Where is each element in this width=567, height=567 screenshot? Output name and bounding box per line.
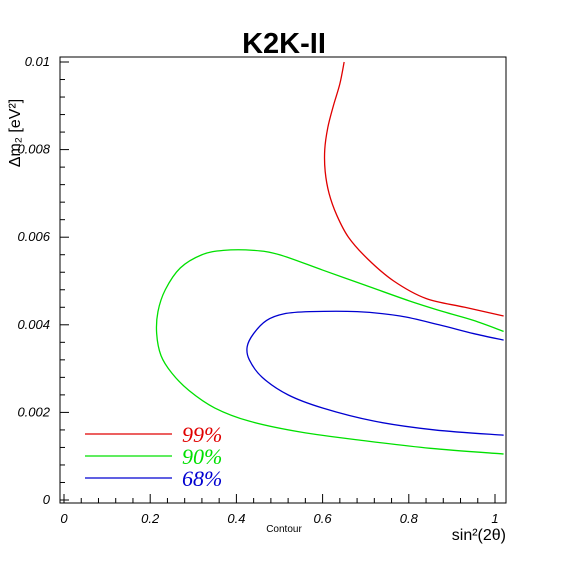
- x-axis-label: sin²(2θ): [452, 527, 506, 544]
- legend-label: 99%: [182, 422, 222, 447]
- series-line-68-percent: [246, 310, 504, 436]
- x-axis: 0 0.2 0.4 0.6 0.8 1: [60, 494, 499, 526]
- y-tick-label: 0: [43, 492, 51, 507]
- y-tick-label: 0.006: [17, 229, 50, 244]
- y-tick-label: 0.004: [17, 317, 50, 332]
- chart-title: K2K-II: [242, 28, 326, 60]
- series-layer: [155, 61, 504, 455]
- x-tick-label: 1: [491, 511, 498, 526]
- y-axis: 0 0.002 0.004 0.006 0.008 0.01: [17, 54, 69, 507]
- x-tick-label: 0.8: [400, 511, 419, 526]
- x-tick-label: 0.4: [227, 511, 245, 526]
- y-tick-label: 0.01: [25, 54, 50, 69]
- y-tick-label: 0.008: [17, 142, 50, 157]
- x-axis-sublabel: Contour: [266, 524, 302, 535]
- legend-label: 68%: [182, 466, 222, 491]
- legend-label: 90%: [182, 444, 222, 469]
- x-tick-label: 0.2: [141, 511, 160, 526]
- y-tick-label: 0.002: [17, 404, 50, 419]
- x-tick-label: 0.6: [314, 511, 333, 526]
- x-tick-label: 0: [60, 511, 68, 526]
- series-line-99-percent: [323, 61, 504, 317]
- series-line-90-percent: [155, 249, 504, 455]
- plot-frame: [59, 56, 507, 504]
- legend: 99%90%68%: [85, 422, 222, 491]
- y-axis-label: Δm₂ [eV²]: [7, 99, 24, 167]
